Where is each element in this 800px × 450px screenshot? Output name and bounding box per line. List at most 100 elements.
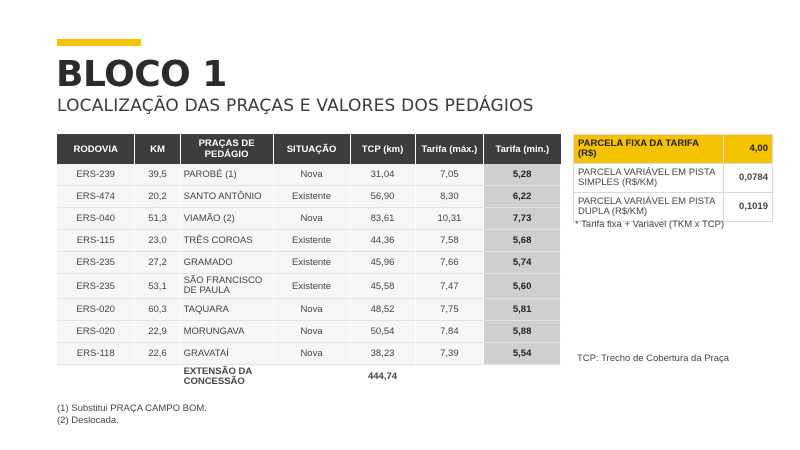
table-row: ERS-239 39,5 PAROBÉ (1) Nova 31,04 7,05 …: [57, 164, 561, 186]
footnote-2: (2) Deslocada.: [57, 415, 119, 426]
cell-km: 23,0: [134, 229, 181, 252]
tarifa-formula-note: * Tarifa fixa + Variável (TKM x TCP): [575, 219, 725, 230]
header-km: KM: [134, 134, 181, 164]
cell-situacao: Existente: [273, 251, 351, 274]
extensao-label: EXTENSÃO DA CONCESSÃO: [180, 364, 274, 389]
cell-tarifa-max: 7,47: [415, 273, 485, 299]
cell-rodovia: ERS-235: [57, 251, 136, 274]
cell-rodovia: ERS-020: [57, 320, 136, 343]
cell-rodovia: ERS-239: [57, 164, 136, 186]
table-row: ERS-118 22,6 GRAVATAÍ Nova 38,23 7,39 5,…: [57, 342, 561, 365]
tcp-definition-note: TCP: Trecho de Cobertura da Praça: [577, 353, 730, 364]
cell-tarifa-min: 5,60: [483, 273, 561, 299]
cell-praca: TAQUARA: [180, 298, 274, 321]
cell-tarifa-max: 10,31: [415, 207, 485, 230]
cell-tcp: 44,36: [350, 229, 416, 252]
header-tarifa-max: Tarifa (máx.): [415, 134, 485, 164]
parcela-simples-row: PARCELA VARIÁVEL EM PISTA SIMPLES (R$/KM…: [573, 163, 773, 193]
toll-table: RODOVIA KM PRAÇAS DE PEDÁGIO SITUAÇÃO TC…: [57, 134, 561, 389]
parcela-dupla-row: PARCELA VARIÁVEL EM PISTA DUPLA (R$/KM) …: [573, 192, 773, 222]
parcela-simples-value: 0,0784: [723, 163, 773, 193]
cell-tarifa-min: 5,88: [483, 320, 561, 343]
cell-praca: PAROBÉ (1): [180, 164, 274, 186]
cell-km: 22,9: [134, 320, 181, 343]
header-tarifa-min: Tarifa (min.): [483, 134, 561, 164]
table-row: ERS-040 51,3 VIAMÃO (2) Nova 83,61 10,31…: [57, 207, 561, 230]
cell-tarifa-min: 5,28: [483, 164, 561, 186]
cell-tcp: 48,52: [350, 298, 416, 321]
cell-tcp: 83,61: [350, 207, 416, 230]
header-pracas: PRAÇAS DE PEDÁGIO: [180, 134, 274, 164]
parcela-simples-label: PARCELA VARIÁVEL EM PISTA SIMPLES (R$/KM…: [573, 163, 724, 193]
header-tcp: TCP (km): [350, 134, 416, 164]
cell-praca: GRAVATAÍ: [180, 342, 274, 365]
cell-tarifa-max: 7,66: [415, 251, 485, 274]
cell-situacao: Nova: [273, 342, 351, 365]
cell-tcp: 50,54: [350, 320, 416, 343]
cell-tarifa-min: 6,22: [483, 185, 561, 208]
cell-rodovia: ERS-118: [57, 342, 136, 365]
cell-km: 39,5: [134, 164, 181, 186]
cell-tarifa-max: 7,39: [415, 342, 485, 365]
cell-praca: GRAMADO: [180, 251, 274, 274]
cell-km: 53,1: [134, 273, 181, 299]
table-row: ERS-020 60,3 TAQUARA Nova 48,52 7,75 5,8…: [57, 298, 561, 321]
cell-tarifa-min: 5,74: [483, 251, 561, 274]
cell-situacao: Nova: [273, 320, 351, 343]
cell-tcp: 38,23: [350, 342, 416, 365]
cell-praca: SANTO ANTÔNIO: [180, 185, 274, 208]
cell-km: 51,3: [134, 207, 181, 230]
cell-rodovia: ERS-040: [57, 207, 136, 230]
parcela-fixa-row: PARCELA FIXA DA TARIFA (R$) 4,00: [573, 134, 773, 164]
cell-rodovia: ERS-115: [57, 229, 136, 252]
footnote-1: (1) Substitui PRAÇA CAMPO BOM.: [57, 403, 207, 414]
page-title: BLOCO 1: [56, 54, 227, 95]
table-row: ERS-235 53,1 SÃO FRANCISCO DE PAULA Exis…: [57, 273, 561, 299]
cell-km: 60,3: [134, 298, 181, 321]
cell-rodovia: ERS-020: [57, 298, 136, 321]
cell-praca: VIAMÃO (2): [180, 207, 274, 230]
cell-praca: TRÊS COROAS: [180, 229, 274, 252]
table-footer-row: EXTENSÃO DA CONCESSÃO 444,74: [57, 364, 561, 389]
cell-situacao: Existente: [273, 273, 351, 299]
cell-praca: MORUNGAVA: [180, 320, 274, 343]
cell-situacao: Existente: [273, 229, 351, 252]
accent-bar: [57, 39, 141, 46]
cell-tarifa-min: 5,81: [483, 298, 561, 321]
cell-tcp: 31,04: [350, 164, 416, 186]
cell-tcp: 56,90: [350, 185, 416, 208]
cell-km: 20,2: [134, 185, 181, 208]
header-rodovia: RODOVIA: [57, 134, 136, 164]
table-header-row: RODOVIA KM PRAÇAS DE PEDÁGIO SITUAÇÃO TC…: [57, 134, 561, 164]
cell-situacao: Existente: [273, 185, 351, 208]
parcela-fixa-value: 4,00: [723, 134, 773, 164]
cell-tarifa-max: 7,84: [415, 320, 485, 343]
cell-rodovia: ERS-235: [57, 273, 136, 299]
cell-tarifa-max: 7,75: [415, 298, 485, 321]
parcela-fixa-label: PARCELA FIXA DA TARIFA (R$): [573, 134, 724, 164]
cell-situacao: Nova: [273, 298, 351, 321]
cell-tarifa-min: 5,68: [483, 229, 561, 252]
parcela-table: PARCELA FIXA DA TARIFA (R$) 4,00 PARCELA…: [573, 134, 773, 222]
cell-tarifa-max: 7,58: [415, 229, 485, 252]
table-row: ERS-115 23,0 TRÊS COROAS Existente 44,36…: [57, 229, 561, 252]
page-subtitle: LOCALIZAÇÃO DAS PRAÇAS E VALORES DOS PED…: [57, 96, 534, 116]
cell-tcp: 45,96: [350, 251, 416, 274]
extensao-value: 444,74: [350, 364, 416, 389]
table-row: ERS-474 20,2 SANTO ANTÔNIO Existente 56,…: [57, 185, 561, 208]
cell-tarifa-min: 7,73: [483, 207, 561, 230]
parcela-dupla-label: PARCELA VARIÁVEL EM PISTA DUPLA (R$/KM): [573, 192, 724, 222]
cell-rodovia: ERS-474: [57, 185, 136, 208]
cell-tarifa-min: 5,54: [483, 342, 561, 365]
parcela-dupla-value: 0,1019: [723, 192, 773, 222]
cell-situacao: Nova: [273, 164, 351, 186]
cell-tcp: 45,58: [350, 273, 416, 299]
cell-situacao: Nova: [273, 207, 351, 230]
table-row: ERS-020 22,9 MORUNGAVA Nova 50,54 7,84 5…: [57, 320, 561, 343]
cell-km: 27,2: [134, 251, 181, 274]
header-situacao: SITUAÇÃO: [273, 134, 351, 164]
table-row: ERS-235 27,2 GRAMADO Existente 45,96 7,6…: [57, 251, 561, 274]
cell-tarifa-max: 8,30: [415, 185, 485, 208]
cell-tarifa-max: 7,05: [415, 164, 485, 186]
cell-praca: SÃO FRANCISCO DE PAULA: [180, 273, 274, 299]
